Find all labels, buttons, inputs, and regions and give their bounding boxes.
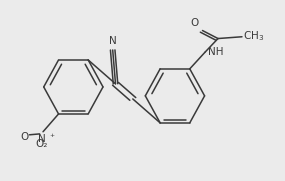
Text: N: N bbox=[38, 134, 46, 144]
Text: $^+$: $^+$ bbox=[48, 133, 56, 142]
Text: O₂: O₂ bbox=[35, 139, 48, 149]
Text: O: O bbox=[21, 132, 29, 142]
Text: CH$_3$: CH$_3$ bbox=[243, 29, 264, 43]
Text: N: N bbox=[109, 35, 117, 46]
Text: O: O bbox=[191, 18, 199, 28]
Text: $^-$: $^-$ bbox=[29, 131, 37, 140]
Text: NH: NH bbox=[207, 47, 223, 56]
